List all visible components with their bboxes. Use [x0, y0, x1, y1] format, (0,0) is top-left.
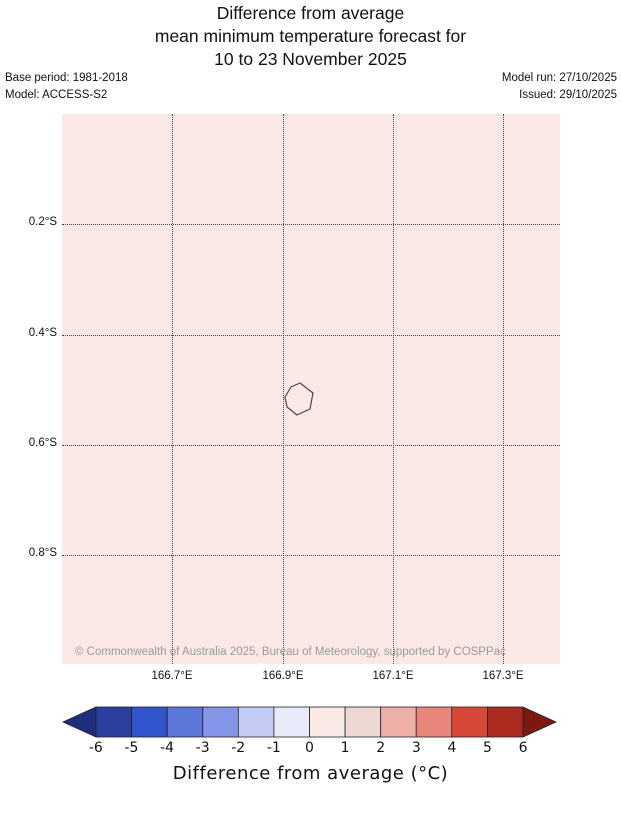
colorbar-segment-neg4 — [166, 706, 204, 738]
gridline-horizontal-0-4s — [62, 335, 560, 336]
gridline-horizontal-0-8s — [62, 555, 560, 556]
colorbar-segment-pos3 — [415, 706, 453, 738]
copyright-notice: © Commonwealth of Australia 2025, Bureau… — [75, 646, 506, 658]
colorbar-segment-pos0 — [309, 706, 346, 738]
cbar-tick: -2 — [231, 740, 246, 756]
gridline-vertical-167-1e — [393, 114, 394, 664]
colorbar-segment-pos2 — [380, 706, 417, 738]
colorbar-right-arrow — [522, 706, 557, 738]
title-line-2: mean minimum temperature forecast for — [154, 26, 467, 46]
page-title: Difference from average mean minimum tem… — [0, 2, 621, 71]
issued-label: Issued: 29/10/2025 — [519, 89, 617, 101]
metadata-left: Base period: 1981-2018 Model: ACCESS-S2 — [5, 70, 128, 104]
cbar-tick: 6 — [518, 740, 528, 756]
model-run-label: Model run: 27/10/2025 — [501, 72, 617, 84]
colorbar-segment-pos1 — [344, 706, 382, 738]
gridline-horizontal-0-6s — [62, 445, 560, 446]
cbar-tick: -6 — [88, 740, 103, 756]
colorbar-segment-neg5 — [131, 706, 168, 738]
gridline-vertical-166-9e — [283, 114, 284, 664]
x-tick-167-1e: 167.1°E — [372, 670, 414, 682]
colorbar-segment-neg1 — [273, 706, 310, 738]
map-panel: © Commonwealth of Australia 2025, Bureau… — [62, 114, 560, 664]
gridline-horizontal-0-2s — [62, 224, 560, 225]
cbar-tick: -5 — [124, 740, 139, 756]
title-line-3: 10 to 23 November 2025 — [214, 49, 407, 69]
colorbar-segment-neg2 — [237, 706, 275, 738]
colorbar-axis-label: Difference from average (°C) — [172, 763, 449, 784]
y-tick-0-6s: 0.6°S — [28, 437, 57, 449]
y-tick-0-8s: 0.8°S — [28, 547, 57, 559]
x-tick-166-9e: 166.9°E — [262, 670, 304, 682]
cbar-tick: 5 — [483, 740, 492, 756]
colorbar-segment-pos4 — [451, 706, 488, 738]
base-period-label: Base period: 1981-2018 — [5, 72, 128, 84]
colorbar-tick-labels: -6 -5 -4 -3 -2 -1 0 1 2 3 4 5 6 — [78, 740, 541, 756]
x-tick-166-7e: 166.7°E — [151, 670, 193, 682]
colorbar-segment-pos5 — [486, 706, 524, 738]
cbar-tick: 1 — [340, 740, 350, 756]
x-tick-167-3e: 167.3°E — [482, 670, 524, 682]
title-line-1: Difference from average — [216, 3, 405, 23]
cbar-tick: 2 — [376, 740, 386, 756]
cbar-tick: 0 — [305, 740, 314, 756]
colorbar-segment-neg3 — [202, 706, 239, 738]
colorbar-segment-neg6 — [95, 706, 132, 738]
model-label: Model: ACCESS-S2 — [5, 89, 108, 101]
y-tick-0-2s: 0.2°S — [28, 216, 57, 228]
cbar-tick: -4 — [160, 740, 174, 756]
y-tick-0-4s: 0.4°S — [28, 327, 57, 339]
colorbar-left-arrow — [62, 706, 97, 738]
cbar-tick: 3 — [411, 740, 421, 756]
island-outline — [284, 382, 314, 416]
colorbar — [62, 706, 557, 738]
cbar-tick: -1 — [266, 740, 281, 756]
gridline-vertical-166-7e — [172, 114, 173, 664]
gridline-vertical-167-3e — [503, 114, 504, 664]
island-outline-shape — [284, 382, 314, 416]
cbar-tick: -3 — [195, 740, 210, 756]
metadata-right: Model run: 27/10/2025 Issued: 29/10/2025 — [502, 70, 617, 104]
cbar-tick: 4 — [447, 740, 457, 756]
